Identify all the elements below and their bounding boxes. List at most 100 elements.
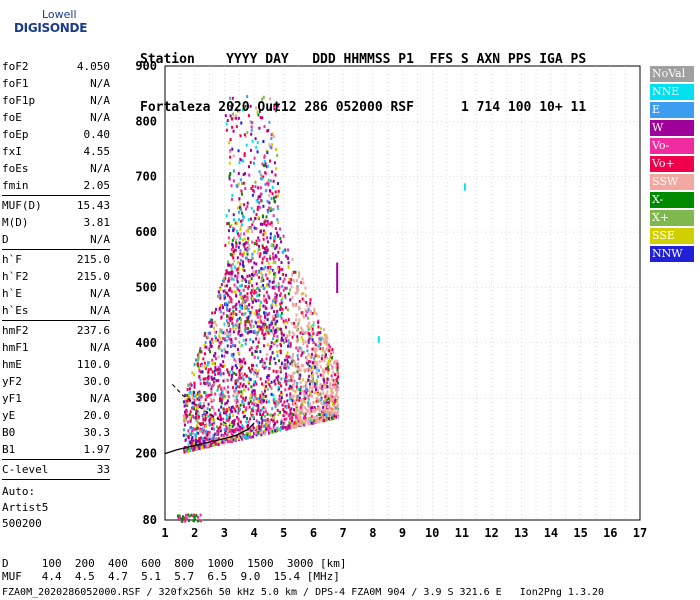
echo-point <box>269 347 272 351</box>
echo-point <box>272 255 275 259</box>
echo-point <box>312 408 315 412</box>
echo-point <box>226 344 229 348</box>
echo-point <box>290 378 293 382</box>
echo-point <box>239 236 242 240</box>
echo-point <box>295 424 298 428</box>
echo-point <box>275 243 278 247</box>
echo-point <box>314 420 317 424</box>
echo-point <box>330 408 333 412</box>
echo-point <box>192 426 195 430</box>
echo-point <box>259 319 262 323</box>
echo-point <box>236 286 239 290</box>
echo-point <box>297 288 300 292</box>
echo-point <box>266 240 269 244</box>
echo-point <box>283 321 286 325</box>
echo-point <box>212 436 215 440</box>
echo-point <box>298 299 301 303</box>
echo-point <box>253 380 256 384</box>
echo-point <box>289 417 292 421</box>
echo-point <box>262 175 265 179</box>
echo-point <box>315 381 318 385</box>
header-values-row: Fortaleza 2020 Out12 286 052000 RSF 1 71… <box>140 100 586 116</box>
echo-point <box>328 358 331 362</box>
echo-point <box>302 342 305 346</box>
echo-point <box>281 250 284 254</box>
echo-point <box>246 95 249 99</box>
echo-point <box>252 288 255 292</box>
echo-point <box>261 162 264 166</box>
polarization-legend: NoVal NNE E W Vo- Vo+ SSW X- X+ SSE NNW <box>650 66 694 264</box>
echo-point <box>233 265 236 269</box>
echo-point <box>288 397 291 401</box>
echo-point <box>189 440 192 444</box>
echo-point <box>263 389 266 393</box>
echo-point <box>313 384 316 388</box>
echo-point <box>282 249 285 253</box>
echo-point <box>260 416 263 420</box>
echo-point <box>199 363 202 367</box>
param-name: fxI <box>2 145 22 158</box>
echo-point <box>287 344 290 348</box>
param-name: M(D) <box>2 216 29 229</box>
echo-point <box>315 396 318 400</box>
echo-point <box>197 515 200 519</box>
echo-point <box>228 317 231 321</box>
echo-point <box>275 293 278 297</box>
echo-point <box>214 330 217 334</box>
echo-point <box>264 265 267 269</box>
echo-point <box>262 363 265 367</box>
echo-point <box>280 422 283 426</box>
echo-point <box>278 270 281 274</box>
echo-point <box>331 378 334 382</box>
echo-point <box>207 377 210 381</box>
echo-point <box>226 399 229 403</box>
echo-point <box>225 424 228 428</box>
echo-point <box>219 296 222 300</box>
echo-point <box>230 375 233 379</box>
echo-point <box>258 304 261 308</box>
echo-point <box>194 412 197 416</box>
echo-point <box>230 184 233 188</box>
echo-point <box>283 412 286 416</box>
echo-point <box>264 394 267 398</box>
echo-point <box>249 313 252 317</box>
echo-point <box>206 407 209 411</box>
echo-point <box>248 173 251 177</box>
echo-point <box>220 331 223 335</box>
echo-point <box>235 427 238 431</box>
echo-point <box>283 417 286 421</box>
echo-point <box>230 197 233 201</box>
echo-point <box>198 422 201 426</box>
echo-point <box>234 312 237 316</box>
echo-point <box>289 384 292 388</box>
echo-point <box>244 385 247 389</box>
echo-point <box>204 398 207 402</box>
param-row: foEs N/A <box>2 160 110 177</box>
echo-point <box>263 311 266 315</box>
echo-point <box>305 418 308 422</box>
echo-point <box>245 256 248 260</box>
x-tick-label: 8 <box>369 526 376 540</box>
echo-point <box>237 330 240 334</box>
echo-point <box>240 367 243 371</box>
echo-point <box>315 408 318 412</box>
echo-point <box>325 401 328 405</box>
echo-point <box>334 385 337 389</box>
header-value-station: Fortaleza <box>140 100 211 115</box>
echo-point <box>282 421 285 425</box>
echo-point <box>310 352 313 356</box>
echo-point <box>267 377 270 381</box>
echo-point <box>213 354 216 358</box>
echo-point <box>336 385 339 389</box>
echo-point <box>321 336 324 340</box>
echo-point <box>257 286 260 290</box>
echo-point <box>208 438 211 442</box>
echo-point <box>307 341 310 345</box>
echo-point <box>271 280 274 284</box>
echo-point <box>319 382 322 386</box>
param-name: MUF(D) <box>2 199 42 212</box>
echo-point <box>252 340 255 344</box>
echo-point <box>223 337 226 341</box>
echo-point <box>314 361 317 365</box>
echo-point <box>277 375 280 379</box>
